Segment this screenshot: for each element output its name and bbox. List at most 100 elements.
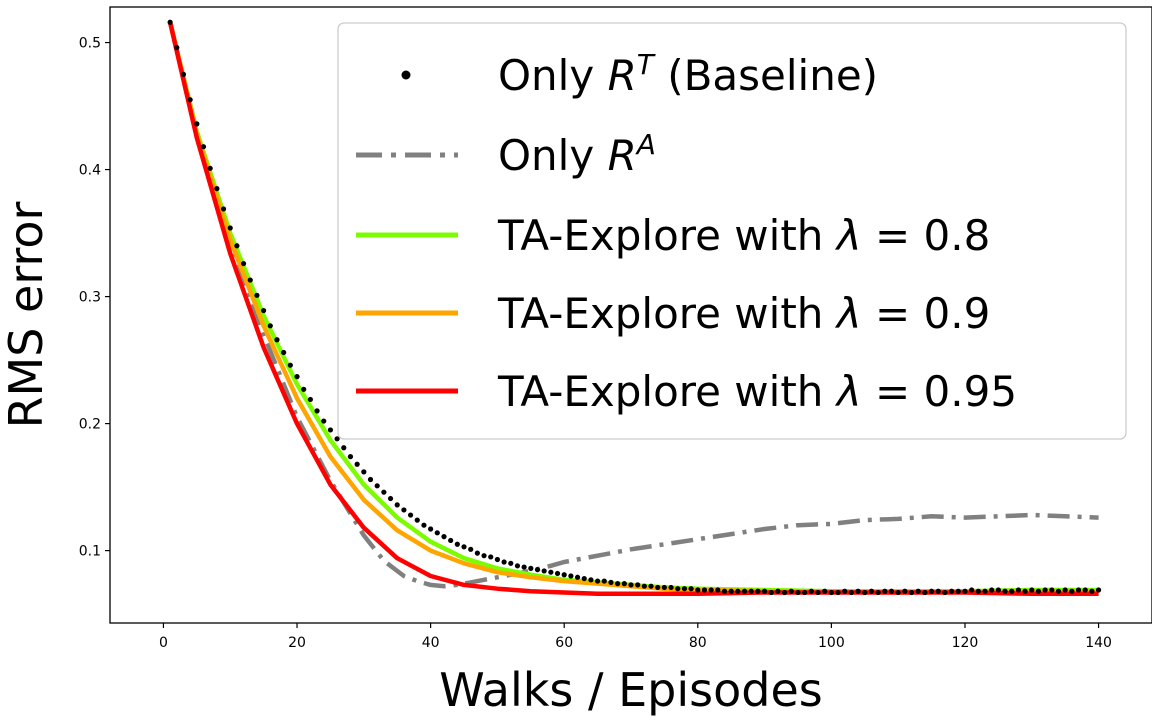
- series-baseline-dots: [167, 19, 1102, 596]
- data-point: [802, 589, 808, 596]
- data-point: [494, 556, 501, 563]
- data-point: [1002, 588, 1008, 594]
- data-point: [1049, 587, 1055, 593]
- data-point: [448, 537, 454, 544]
- data-point: [267, 323, 273, 329]
- data-point: [1035, 588, 1042, 594]
- data-point: [655, 584, 661, 591]
- data-point: [882, 588, 888, 594]
- data-point: [1022, 588, 1028, 594]
- data-point: [701, 587, 708, 593]
- plot-frame: [109, 6, 1152, 624]
- data-point: [768, 589, 774, 596]
- data-point: [721, 588, 728, 594]
- data-point: [962, 588, 968, 594]
- data-point: [294, 374, 300, 380]
- legend-label: Only RT (Baseline): [498, 48, 878, 100]
- data-point: [1029, 587, 1035, 593]
- data-point: [481, 553, 487, 559]
- x-tick-label: 20: [288, 635, 306, 651]
- data-point: [1015, 587, 1022, 593]
- data-point: [528, 565, 534, 571]
- data-point: [347, 454, 354, 460]
- data-point: [461, 544, 467, 550]
- legend-marker-dot: [401, 70, 411, 80]
- data-point: [675, 586, 681, 592]
- data-point: [381, 489, 387, 495]
- legend-label: TA-Explore with λ = 0.8: [497, 211, 990, 260]
- data-point: [501, 559, 507, 565]
- data-point: [240, 260, 247, 267]
- data-point: [915, 588, 921, 594]
- data-point: [1075, 587, 1082, 593]
- data-point: [247, 277, 253, 283]
- data-point: [949, 588, 955, 594]
- data-point: [200, 144, 207, 150]
- data-point: [468, 546, 474, 552]
- data-point: [748, 588, 754, 594]
- x-axis: 0 20 40 60 80 100 120 140: [159, 623, 1112, 651]
- data-point: [928, 588, 935, 594]
- data-point: [1089, 588, 1095, 594]
- y-axis-title: RMS error: [0, 202, 53, 429]
- data-point: [521, 564, 527, 570]
- data-point: [441, 534, 447, 540]
- data-point: [548, 569, 554, 575]
- data-point: [875, 589, 881, 596]
- data-point: [194, 121, 200, 127]
- data-point: [795, 589, 801, 596]
- data-point: [254, 292, 260, 298]
- data-point: [314, 408, 320, 414]
- x-tick-label: 0: [159, 635, 168, 651]
- data-point: [554, 570, 561, 577]
- data-point: [888, 588, 895, 594]
- data-point: [902, 588, 908, 594]
- data-point: [1042, 587, 1048, 593]
- data-point: [695, 587, 701, 593]
- data-point: [341, 445, 347, 451]
- y-tick-label: 0.1: [79, 544, 101, 560]
- data-point: [227, 225, 233, 231]
- data-point: [488, 554, 494, 560]
- data-point: [1055, 588, 1062, 594]
- data-point: [735, 588, 741, 594]
- data-point: [214, 186, 220, 192]
- x-tick-label: 140: [1085, 635, 1112, 651]
- data-point: [561, 572, 567, 578]
- data-point: [641, 583, 647, 589]
- data-point: [367, 476, 374, 483]
- data-point: [615, 581, 621, 587]
- data-point: [261, 307, 267, 314]
- data-point: [601, 578, 607, 584]
- data-point: [407, 512, 414, 518]
- data-point: [581, 575, 587, 582]
- y-tick-label: 0.3: [79, 290, 101, 306]
- data-point: [574, 574, 581, 580]
- data-point: [661, 584, 667, 591]
- data-point: [908, 589, 915, 596]
- plot-area: [167, 19, 1102, 597]
- data-point: [534, 567, 541, 573]
- legend: Only RT (Baseline) Only RA TA-Explore with…: [337, 22, 1127, 440]
- data-point: [568, 573, 574, 579]
- series-line-1: [167, 21, 1099, 589]
- x-tick-label: 100: [818, 635, 845, 651]
- data-point: [514, 563, 521, 569]
- data-point: [828, 589, 834, 596]
- data-point: [668, 584, 674, 591]
- data-point: [975, 588, 981, 594]
- data-point: [969, 587, 975, 593]
- data-point: [775, 588, 781, 594]
- y-tick-label: 0.5: [79, 36, 101, 52]
- data-point: [728, 588, 734, 594]
- data-point: [1009, 588, 1015, 594]
- data-point: [234, 243, 240, 249]
- legend-label: Only RA: [498, 128, 656, 180]
- data-point: [1069, 588, 1075, 594]
- data-point: [327, 427, 334, 433]
- data-point: [1082, 587, 1088, 593]
- data-point: [782, 589, 788, 596]
- data-point: [715, 587, 721, 593]
- data-point: [374, 483, 380, 489]
- data-point: [301, 386, 307, 392]
